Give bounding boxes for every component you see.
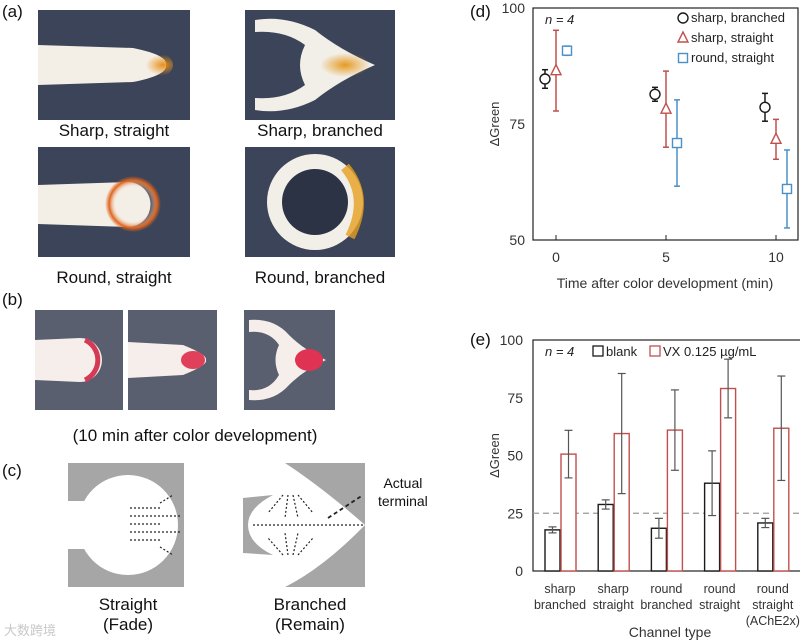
annotation-line2: terminal [378,493,428,509]
panel-c-label: (c) [2,461,22,480]
category-label: round [650,582,682,596]
photo-branched-10min [244,310,335,410]
chart-d: 50 75 100 0 5 10 Time after color development … [487,0,799,291]
category-label: sharp [544,582,575,596]
y-tick-label: 0 [515,563,523,579]
category-label: branched [640,598,692,612]
photo-round-straight [38,147,190,257]
x-axis-title: Time after color development (min) [557,275,774,291]
y-tick-label: 75 [507,390,523,406]
bar [757,522,774,572]
data-point-circle [539,73,551,85]
data-point-triangle [549,63,563,76]
photo-round-10min [35,310,123,410]
category-label: straight [699,598,741,612]
panel-a-label: (a) [2,2,23,21]
straight-line2: (Fade) [102,615,154,634]
caption-10-min: (10 min after color development) [72,426,318,445]
photo-round-branched [245,147,395,257]
category-label: round [704,582,736,596]
x-tick-label: 5 [662,249,670,265]
category-label: sharp [598,582,629,596]
schematic-branched [243,463,368,590]
caption-sharp-straight: Sharp, straight [58,121,170,140]
data-point-circle [759,101,771,113]
legend-label: VX 0.125 µg/mL [663,344,757,359]
data-point-triangle [659,101,673,114]
caption-sharp-branched: Sharp, branched [257,121,383,140]
y-tick-label: 75 [509,116,525,132]
category-label: straight [752,598,794,612]
data-point-square [561,45,573,56]
y-tick-label: 100 [502,0,526,16]
legend-swatch [649,345,661,357]
photo-sharp-straight [38,10,190,120]
data-point-square [781,183,793,195]
panel-e-label: (e) [470,330,491,349]
caption-round-branched: Round, branched [254,268,386,287]
panel-b-label: (b) [2,290,23,309]
branched-label: Branched (Remain) [255,595,365,635]
n-annotation: n = 4 [545,344,574,359]
photo-sharp-10min [128,310,217,410]
legend-label: blank [606,344,638,359]
caption-round-straight: Round, straight [56,268,172,287]
category-label: branched [534,598,586,612]
actual-terminal-annotation: Actual terminal [378,474,428,510]
y-axis-title: ΔGreen [487,102,502,147]
annotation-line1: Actual [383,475,423,491]
category-label: (AChE2x) [746,614,800,628]
panel-d-label: (d) [470,2,491,21]
data-point-circle [677,12,689,24]
category-label: straight [593,598,635,612]
legend-label: sharp, branched [691,10,785,25]
data-point-square [677,52,689,64]
legend-label: sharp, straight [691,30,774,45]
data-point-square [671,137,683,149]
category-label: round [757,582,789,596]
y-tick-label: 25 [507,505,523,521]
x-tick-label: 0 [552,249,560,265]
y-tick-label: 50 [507,448,523,464]
photo-sharp-branched [245,10,395,120]
data-point-circle [649,88,661,101]
straight-line1: Straight [98,595,158,614]
branched-line2: (Remain) [275,615,345,634]
watermark: 大数跨境 [4,623,57,638]
x-tick-label: 10 [768,249,784,265]
bar [544,529,561,572]
branched-line1: Branched [273,595,347,614]
n-annotation: n = 4 [545,12,574,27]
y-tick-label: 50 [509,232,525,248]
straight-label: Straight (Fade) [78,595,178,635]
x-axis-title: Channel type [629,624,712,640]
legend-label: round, straight [691,50,774,65]
data-point-triangle [676,30,690,43]
y-axis-title: ΔGreen [487,433,502,478]
legend-swatch [592,345,604,357]
bar [597,503,614,572]
y-tick-label: 100 [500,332,524,348]
schematic-straight [68,463,184,587]
data-point-triangle [769,131,783,145]
